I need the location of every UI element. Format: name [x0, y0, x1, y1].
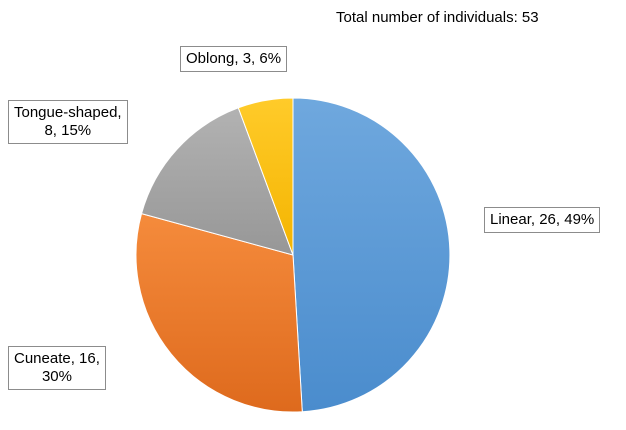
data-label-linear-line-1: Linear, 26, 49% — [490, 211, 595, 228]
data-label-tongue-shaped: Tongue-shaped, 8, 15% — [8, 100, 128, 144]
data-label-tongue-shaped-line-2: 8, 15% — [44, 122, 92, 139]
data-label-oblong: Oblong, 3, 6% — [180, 46, 288, 72]
pie-slice-tongue-shaped — [140, 107, 294, 256]
pie-slice-cuneate — [135, 213, 303, 413]
data-label-oblong-line-1: Oblong, 3, 6% — [186, 50, 282, 67]
data-label-linear: Linear, 26, 49% — [484, 207, 601, 233]
pie-slice-linear — [292, 97, 451, 413]
data-label-tongue-shaped-line-1: Tongue-shaped, — [14, 104, 122, 121]
data-label-cuneate: Cuneate, 16, 30% — [8, 346, 106, 390]
total-individuals-note: Total number of individuals: 53 — [336, 9, 539, 26]
data-label-cuneate-line-2: 30% — [41, 368, 72, 385]
data-label-cuneate-line-1: Cuneate, 16, — [14, 350, 100, 367]
pie-slice-oblong — [237, 97, 294, 256]
